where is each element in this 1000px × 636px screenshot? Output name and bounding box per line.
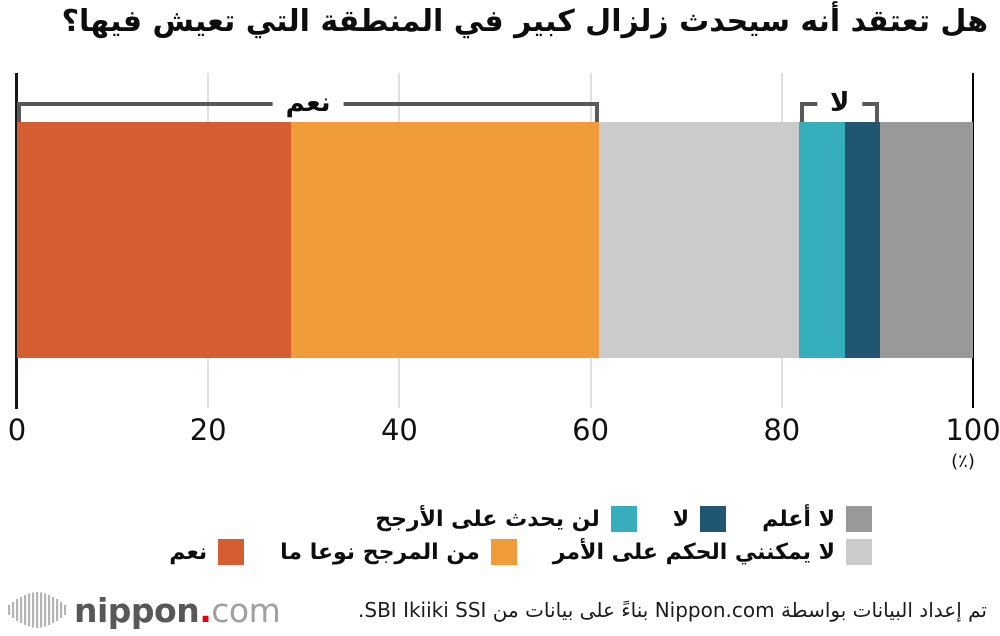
- legend-item-label: لا يمكنني الحكم على الأمر: [552, 539, 835, 565]
- legend-item: من المرجح نوعا ما: [280, 539, 517, 565]
- bracket: لا: [799, 87, 880, 122]
- axis-unit-label: (٪): [951, 451, 975, 472]
- legend-item: نعم: [169, 539, 245, 565]
- legend-swatch: [218, 539, 245, 565]
- legend-item-label: لا أعلم: [762, 506, 835, 532]
- legend-swatch: [846, 506, 872, 532]
- nippon-logo: nippon.com: [8, 588, 281, 632]
- bracket-label: لا: [816, 87, 863, 119]
- stacked-bar: [17, 122, 973, 358]
- legend-swatch: [846, 539, 872, 565]
- bracket-label: نعم: [272, 87, 344, 119]
- x-tick-label: 100: [945, 413, 1000, 447]
- legend-row-2: لا يمكنني الحكم على الأمر من المرجح نوعا …: [169, 539, 872, 565]
- legend-swatch: [610, 506, 637, 532]
- legend-item: لا أعلم: [762, 506, 872, 532]
- legend-row-1: لا أعلم لا لن يحدث على الأرجح: [375, 506, 872, 532]
- bar-segment-6: [880, 122, 973, 358]
- x-tick-label: 0: [7, 413, 27, 447]
- legend-item: لا: [672, 506, 727, 532]
- legend-item-label: لن يحدث على الأرجح: [375, 506, 600, 532]
- soundwave-icon: [8, 592, 66, 628]
- axis-line-right: [972, 73, 974, 408]
- bracket: نعم: [17, 87, 600, 122]
- legend-item-label: نعم: [169, 539, 208, 565]
- legend-item: لا يمكنني الحكم على الأمر: [553, 539, 872, 565]
- x-tick-label: 40: [380, 413, 418, 447]
- legend-item-label: لا: [672, 506, 690, 532]
- y-axis-line: [15, 73, 18, 409]
- logo-nippon: nippon: [74, 590, 200, 630]
- x-tick-label: 20: [189, 413, 227, 447]
- bar-segment-3: [599, 122, 799, 358]
- legend-item: لن يحدث على الأرجح: [375, 506, 637, 532]
- bar-segment-4: [798, 122, 845, 358]
- bar-segment-5: [844, 122, 881, 358]
- legend-item-label: من المرجح نوعا ما: [280, 539, 480, 565]
- legend-swatch: [490, 539, 517, 565]
- legend-swatch: [700, 506, 727, 532]
- logo-text: nippon.com: [74, 590, 281, 630]
- x-tick-label: 80: [763, 413, 801, 447]
- attribution-text: تم إعداد البيانات بواسطة Nippon.com بناء…: [358, 598, 987, 622]
- bar-segment-2: [291, 122, 600, 358]
- x-tick-label: 60: [572, 413, 610, 447]
- bar-segment-1: [17, 122, 292, 358]
- logo-com: com: [211, 590, 281, 630]
- chart-title: هل تعتقد أنه سيحدث زلزال كبير في المنطقة…: [61, 4, 988, 39]
- logo-dot: .: [199, 590, 212, 630]
